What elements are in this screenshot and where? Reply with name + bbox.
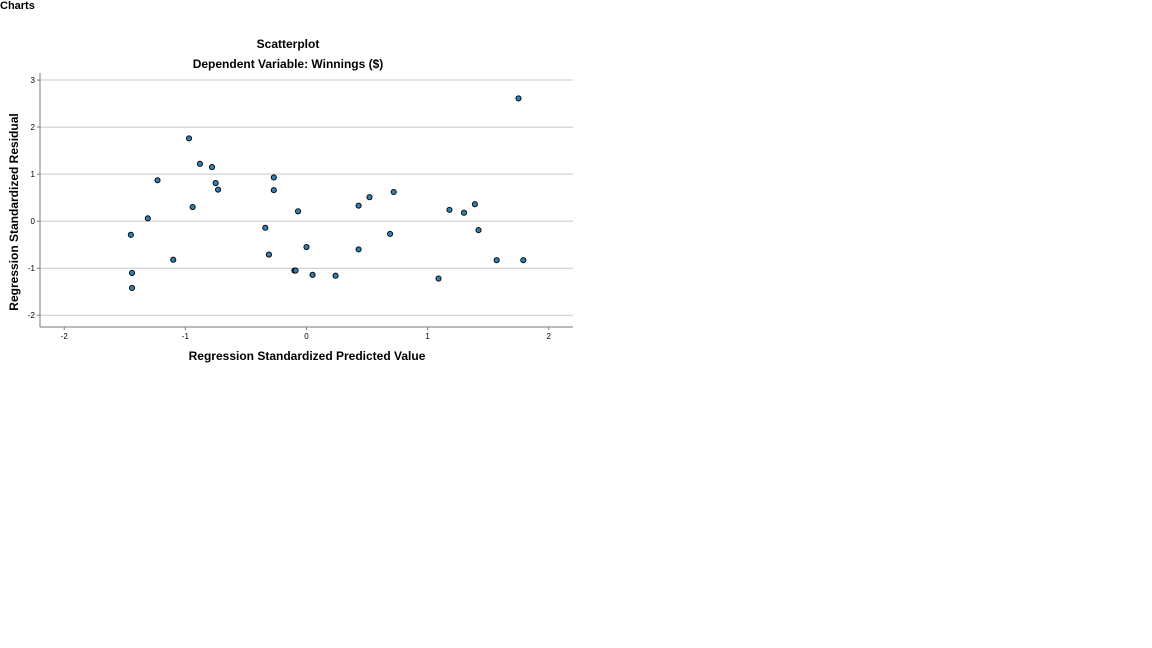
scatter-point [189, 204, 196, 211]
scatter-point [366, 194, 373, 201]
scatter-point [435, 275, 442, 282]
scatter-point [294, 208, 302, 215]
data-points [127, 95, 527, 292]
scatter-point [196, 160, 203, 167]
scatter-point [446, 206, 453, 213]
scatter-point [332, 272, 339, 279]
scatter-point [127, 231, 134, 238]
scatter-point [355, 246, 362, 253]
scatter-point [208, 164, 216, 171]
gridlines [40, 79, 573, 316]
scatter-point [387, 230, 394, 237]
scatter-point [215, 186, 222, 193]
y-tick-label: 0 [31, 217, 36, 226]
x-tick-label: -2 [61, 332, 69, 341]
scatter-point [515, 95, 522, 102]
x-tick-label: 2 [547, 332, 552, 341]
tick-labels: 3 2 1 0 -1 -2 -2 -1 0 1 2 [28, 76, 552, 341]
scatter-point [154, 177, 161, 184]
axes [37, 73, 573, 330]
scatter-point [303, 243, 310, 251]
scatter-point [309, 271, 316, 278]
x-tick-label: -1 [182, 332, 190, 341]
chart-subtitle: Dependent Variable: Winnings ($) [193, 57, 384, 71]
y-tick-label: 2 [31, 123, 36, 132]
section-heading: Charts [0, 0, 35, 12]
scatter-point [170, 256, 177, 263]
y-axis-title: Regression Standardized Residual [7, 113, 21, 310]
y-tick-label: -2 [28, 311, 36, 320]
scatter-point [292, 267, 299, 274]
scatter-point [185, 135, 193, 142]
chart-title: Scatterplot [257, 37, 320, 51]
scatter-point [270, 187, 277, 194]
x-tick-label: 0 [304, 332, 309, 341]
x-axis-title: Regression Standardized Predicted Value [189, 349, 426, 363]
scatter-point [212, 180, 219, 187]
scatter-point [262, 224, 269, 231]
y-tick-label: 1 [31, 170, 36, 179]
x-tick-label: 1 [425, 332, 430, 341]
scatter-point [129, 269, 136, 276]
scatter-point [493, 257, 500, 264]
scatter-point [265, 251, 272, 258]
y-tick-label: 3 [31, 76, 36, 85]
scatter-point [471, 201, 478, 208]
scatter-point [129, 284, 136, 292]
scatter-point [475, 227, 482, 234]
scatter-point [520, 257, 527, 264]
scatter-point [355, 202, 362, 209]
scatter-point [460, 209, 468, 216]
y-tick-label: -1 [28, 264, 36, 273]
scatter-point [390, 188, 397, 196]
scatter-point [270, 174, 277, 181]
scatter-point [144, 215, 151, 222]
